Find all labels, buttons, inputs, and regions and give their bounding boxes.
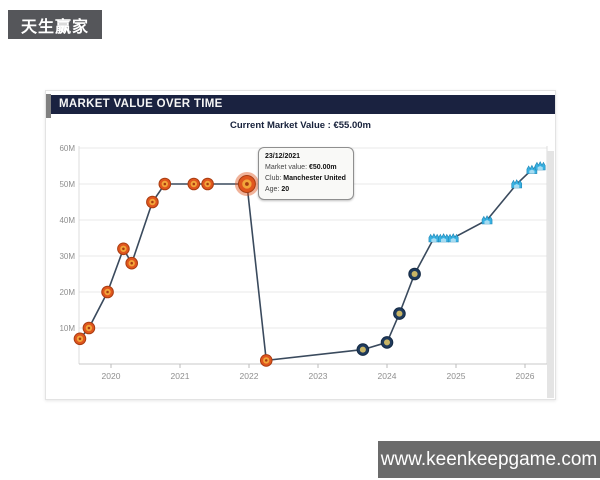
data-point-badge[interactable] [526,164,538,174]
blue-crest-icon [431,238,437,242]
tooltip-market-value-label: Market value: [265,163,308,171]
x-axis-tick-label: 2023 [309,371,328,381]
tooltip-club: Club: Manchester United [265,174,346,185]
data-point-badge[interactable] [380,336,394,349]
y-axis-tick-label: 30M [59,252,75,261]
y-axis-tick-label: 20M [59,288,75,297]
navy-crest-icon [359,346,366,353]
tooltip-market-value: Market value: €50.00m [265,163,346,174]
tooltip-club-label: Club: [265,174,282,182]
data-point-badge[interactable] [82,321,96,335]
y-axis-tick-label: 10M [59,324,75,333]
red-crest-icon [245,182,249,186]
red-crest-icon [192,182,196,186]
data-point-badge[interactable] [481,215,493,225]
data-point-badge[interactable] [408,267,421,281]
data-point-badge[interactable] [447,233,459,243]
red-crest-icon [106,290,109,294]
red-crest-icon [163,182,167,186]
panel-title: MARKET VALUE OVER TIME [51,95,555,114]
tooltip-market-value-amount: €50.00m [308,163,337,171]
data-point-badge[interactable] [146,195,159,209]
market-value-panel: MARKET VALUE OVER TIME Current Market Va… [45,90,556,400]
market-value-line [79,165,541,362]
red-crest-icon [122,247,125,251]
x-axis-tick-label: 2025 [447,371,466,381]
red-crest-icon [130,261,133,265]
chart-scrollbar[interactable] [547,151,554,398]
x-axis-tick-label: 2021 [171,371,190,381]
blue-crest-icon [450,238,456,242]
data-point-badge[interactable] [73,332,87,346]
red-crest-icon [206,182,209,186]
navy-crest-icon [411,270,418,278]
watermark-top-left: 天生赢家 [8,10,102,39]
data-point-badge[interactable] [125,256,138,270]
red-crest-icon [264,359,268,362]
x-axis-tick-label: 2020 [102,371,121,381]
tooltip-age-value: 20 [281,185,290,193]
blue-crest-icon [537,166,543,170]
data-point-badge[interactable] [356,343,370,356]
tooltip-club-name: Manchester United [283,174,346,182]
red-crest-icon [234,172,259,196]
red-crest-icon [87,326,91,330]
red-crest-icon [151,200,154,204]
data-point-badge[interactable] [158,177,172,191]
navy-crest-icon [396,310,403,317]
navy-crest-icon [383,339,391,346]
y-axis-tick-label: 40M [59,216,75,225]
watermark-bottom-right: www.keenkeepgame.com [378,441,600,478]
y-axis-tick-label: 60M [59,144,75,153]
data-point-badge[interactable] [101,285,114,299]
data-point-badge[interactable] [511,179,523,189]
market-value-chart[interactable]: 10M 20M 30M 40M 50M 60M 2020 2021 2022 2023 2024 20… [46,136,553,396]
y-axis-tick-label: 50M [59,180,75,189]
x-axis-tick-label: 2026 [516,371,535,381]
blue-crest-icon [514,184,520,188]
blue-crest-icon [440,238,447,242]
x-axis-tick-label: 2022 [240,371,259,381]
tooltip-date: 23/12/2021 [265,153,301,160]
data-point-badge[interactable] [201,177,214,191]
current-market-value-text: Current Market Value : €55.00m [230,120,371,131]
chart-tooltip: 23/12/2021 Market value: €50.00m Club: M… [258,147,354,201]
blue-crest-icon [484,220,490,224]
tooltip-age-label: Age: [265,185,280,193]
market-value-chart-svg[interactable]: 10M 20M 30M 40M 50M 60M 2020 2021 2022 2023 2024 20… [46,136,553,396]
blue-crest-icon [529,169,535,174]
tooltip-age: Age: 20 [265,185,346,196]
data-point-badge[interactable] [428,233,440,243]
data-point-badge[interactable] [393,307,406,320]
data-point-badge[interactable] [187,177,201,191]
data-point-badge-highlighted[interactable] [234,172,259,196]
header-accent-strip [46,94,51,118]
data-point-badge[interactable] [534,161,546,171]
red-crest-icon [78,337,82,341]
x-axis-tick-label: 2024 [378,371,397,381]
data-point-badge[interactable] [117,242,130,256]
data-point-badge[interactable] [438,233,449,243]
data-point-badge[interactable] [259,354,273,367]
